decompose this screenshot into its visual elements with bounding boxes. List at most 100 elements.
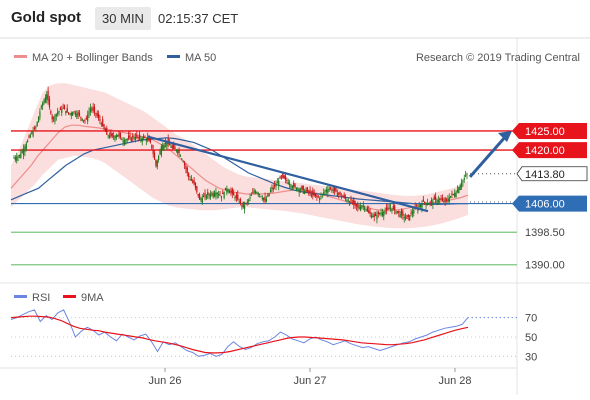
candle-body (429, 202, 431, 204)
candle-body (93, 106, 96, 113)
candle-body (170, 146, 172, 148)
level-label-1390.00: 1390.00 (525, 260, 565, 272)
candle-body (374, 213, 377, 216)
ma20-legend-label: MA 20 + Bollinger Bands (32, 52, 153, 64)
candle-body (73, 111, 75, 113)
candle-body (207, 192, 209, 195)
candle-body (137, 136, 139, 139)
candle-body (260, 195, 262, 197)
candle-body (46, 94, 48, 100)
candle-body (196, 186, 198, 193)
candle-body (42, 103, 44, 107)
candle-body (14, 157, 16, 160)
candle-body (283, 175, 285, 179)
timeframe-selector[interactable]: 30 MIN (95, 7, 151, 30)
candle-body (373, 214, 375, 217)
rsi-9ma-line (10, 315, 469, 354)
candle-body (85, 118, 87, 119)
candle-body (160, 146, 162, 156)
candle-body (43, 100, 45, 104)
candle-body (58, 110, 60, 113)
candle-body (297, 188, 299, 190)
candle-body (302, 185, 304, 191)
candle-body (20, 153, 22, 159)
candle-body (32, 130, 34, 137)
candle-body (421, 203, 423, 209)
candle-body (220, 195, 222, 199)
candle-body (313, 193, 315, 196)
candle-body (275, 184, 277, 187)
candle-body (365, 209, 367, 211)
candle-body (246, 201, 248, 203)
candle-body (35, 127, 37, 129)
candle-body (25, 143, 27, 149)
candle-body (400, 210, 403, 216)
candle-body (213, 192, 216, 197)
candle-body (368, 210, 370, 214)
candle-body (219, 194, 221, 196)
candle-body (205, 195, 207, 199)
candle-body (263, 197, 265, 200)
candle-body (17, 156, 19, 158)
candle-body (163, 144, 165, 149)
candle-body (66, 108, 68, 113)
candle-body (132, 135, 134, 138)
candle-body (399, 214, 401, 217)
candle-body (178, 149, 180, 153)
candle-body (234, 196, 236, 199)
candle-body (289, 183, 291, 186)
candle-body (327, 189, 329, 194)
candle-body (344, 197, 347, 199)
candle-body (152, 149, 154, 154)
candle-body (410, 212, 412, 214)
rsi-legend: RSI 9MA (14, 292, 104, 304)
candle-body (394, 205, 396, 211)
candle-body (181, 158, 183, 160)
candle-body (448, 197, 450, 202)
candle-body (441, 197, 444, 201)
candle-body (261, 197, 263, 200)
candle-body (89, 108, 92, 112)
candle-body (95, 112, 97, 114)
candle-body (342, 196, 344, 198)
candle-body (362, 205, 364, 207)
candle-body (175, 149, 177, 152)
candle-body (226, 188, 228, 193)
candle-body (435, 196, 437, 200)
candle-body (451, 193, 453, 195)
projection-arrow-shaft (468, 134, 508, 178)
candle-body (65, 110, 67, 113)
candle-body (37, 116, 40, 123)
candle-body (321, 194, 323, 196)
candle-body (389, 207, 392, 209)
candle-body (312, 190, 314, 195)
candle-body (267, 195, 269, 197)
candle-body (18, 154, 21, 156)
candle-body (40, 106, 42, 108)
candle-body (284, 175, 287, 180)
candle-body (198, 194, 201, 200)
candle-body (107, 135, 109, 137)
candle-body (193, 180, 195, 185)
rsi-tick-label-30: 30 (525, 351, 537, 363)
candle-body (379, 213, 381, 215)
candle-body (456, 189, 459, 192)
candle-body (115, 135, 117, 138)
candle-body (155, 159, 157, 166)
candle-body (48, 98, 51, 108)
candle-body (265, 198, 268, 202)
candle-body (153, 152, 156, 160)
candle-body (61, 108, 63, 113)
candle-body (168, 143, 171, 146)
candle-body (425, 202, 427, 206)
rsi-panel: 30 50 70 (10, 309, 537, 363)
candle-body (304, 190, 306, 194)
x-tick-label: Jun 26 (148, 375, 181, 387)
candle-body (460, 182, 463, 188)
candle-body (248, 199, 250, 202)
candle-body (21, 151, 23, 153)
candle-body (47, 90, 49, 101)
candle-body (171, 145, 173, 149)
candle-body (136, 134, 138, 138)
level-tag-1425.00 (512, 122, 587, 139)
